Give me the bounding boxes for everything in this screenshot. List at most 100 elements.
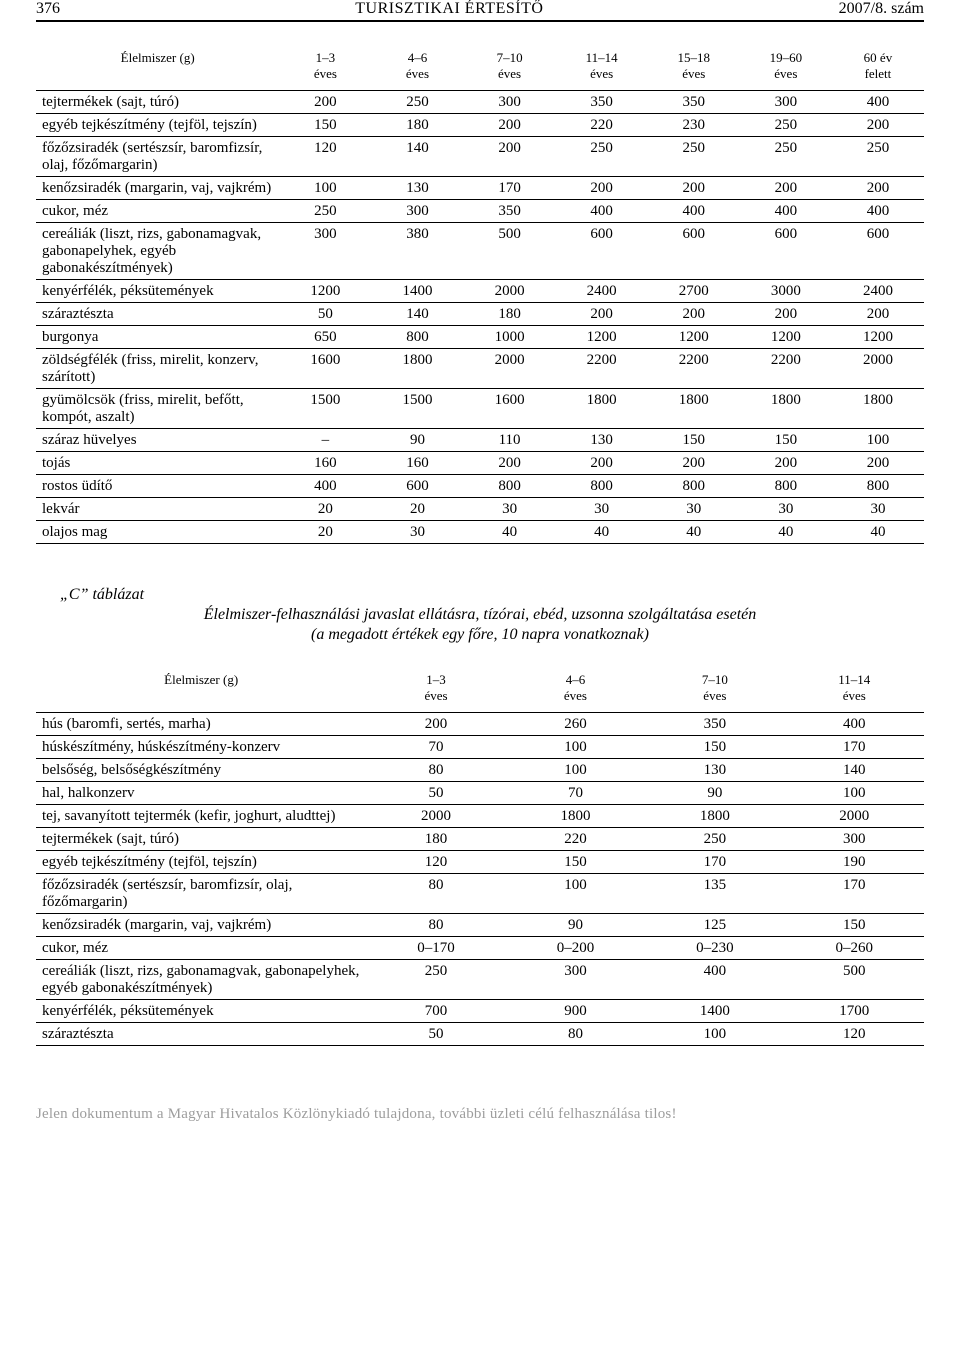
row-label: száraz hüvelyes [36,429,279,452]
row-label: olajos mag [36,521,279,544]
row-value: 1800 [832,389,924,429]
table-column-head: 15–18éves [648,40,740,91]
row-value: 3000 [740,280,832,303]
row-value: 180 [366,828,505,851]
section-label: „C” táblázat [36,586,924,604]
row-value: 220 [506,828,645,851]
row-value: 900 [506,1000,645,1023]
row-value: 250 [645,828,784,851]
row-value: 150 [740,429,832,452]
table-row: kenyérfélék, péksütemények12001400200024… [36,280,924,303]
table-column-head: 7–10éves [464,40,556,91]
table-column-head: 1–3éves [366,662,505,713]
table-column-head: 4–6éves [371,40,463,91]
table-row: egyéb tejkészítmény (tejföl, tejszín)150… [36,114,924,137]
footer-note: Jelen dokumentum a Magyar Hivatalos Közl… [36,1106,924,1123]
row-label: egyéb tejkészítmény (tejföl, tejszín) [36,851,366,874]
row-value: 400 [648,200,740,223]
page-issue: 2007/8. szám [839,0,924,18]
table-column-head: 11–14éves [785,662,924,713]
table-label-head: Élelmiszer (g) [36,662,366,713]
row-label: zöldségfélék (friss, mirelit, konzerv, s… [36,349,279,389]
row-value: 100 [785,782,924,805]
table-label-head: Élelmiszer (g) [36,40,279,91]
row-value: 200 [832,177,924,200]
table-row: lekvár20203030303030 [36,498,924,521]
row-label: gyümölcsök (friss, mirelit, befőtt, komp… [36,389,279,429]
row-value: 130 [371,177,463,200]
row-value: 40 [832,521,924,544]
table-row: gyümölcsök (friss, mirelit, befőtt, komp… [36,389,924,429]
row-value: 300 [506,960,645,1000]
row-value: 2700 [648,280,740,303]
row-value: 200 [464,452,556,475]
row-value: 1500 [371,389,463,429]
row-value: 1400 [645,1000,784,1023]
row-label: tejtermékek (sajt, túró) [36,91,279,114]
row-value: 120 [279,137,371,177]
row-label: tej, savanyított tejtermék (kefir, joghu… [36,805,366,828]
table-row: belsőség, belsőségkészítmény80100130140 [36,759,924,782]
row-value: 200 [279,91,371,114]
section-sub: (a megadott értékek egy főre, 10 napra v… [36,626,924,644]
row-value: 150 [648,429,740,452]
row-value: 380 [371,223,463,280]
row-value: 600 [556,223,648,280]
row-value: 1200 [740,326,832,349]
row-value: 1800 [506,805,645,828]
row-value: 40 [648,521,740,544]
row-value: 0–170 [366,937,505,960]
row-value: 180 [464,303,556,326]
row-value: 50 [279,303,371,326]
row-value: 200 [832,114,924,137]
row-value: 200 [740,177,832,200]
row-value: 300 [371,200,463,223]
row-value: 150 [506,851,645,874]
row-value: 1000 [464,326,556,349]
row-value: 135 [645,874,784,914]
row-value: 250 [279,200,371,223]
row-label: kenyérfélék, péksütemények [36,1000,366,1023]
row-value: 350 [464,200,556,223]
table-row: cukor, méz0–1700–2000–2300–260 [36,937,924,960]
row-label: tejtermékek (sajt, túró) [36,828,366,851]
row-label: rostos üdítő [36,475,279,498]
row-value: 200 [464,114,556,137]
row-label: belsőség, belsőségkészítmény [36,759,366,782]
row-value: 150 [645,736,784,759]
row-value: 260 [506,713,645,736]
row-value: 250 [371,91,463,114]
table-c: Élelmiszer (g)1–3éves4–6éves7–10éves11–1… [36,662,924,1046]
row-label: kenőzsiradék (margarin, vaj, vajkrém) [36,914,366,937]
row-value: 100 [506,874,645,914]
row-value: 0–230 [645,937,784,960]
row-value: 2000 [366,805,505,828]
row-value: 800 [740,475,832,498]
table-row: burgonya65080010001200120012001200 [36,326,924,349]
row-value: 125 [645,914,784,937]
row-label: hús (baromfi, sertés, marha) [36,713,366,736]
row-value: 600 [832,223,924,280]
row-value: 50 [366,1023,505,1046]
table-row: cereáliák (liszt, rizs, gabonamagvak, ga… [36,223,924,280]
table-row: olajos mag20304040404040 [36,521,924,544]
table-row: száraz hüvelyes–90110130150150100 [36,429,924,452]
row-value: 400 [645,960,784,1000]
row-value: 1600 [279,349,371,389]
page: 376 TURISZTIKAI ÉRTESÍTŐ 2007/8. szám Él… [0,0,960,1163]
table-row: száraztészta5080100120 [36,1023,924,1046]
table-row: tejtermékek (sajt, túró)180220250300 [36,828,924,851]
row-value: 170 [785,736,924,759]
table-column-head: 11–14éves [556,40,648,91]
row-value: 190 [785,851,924,874]
row-value: 20 [279,521,371,544]
row-value: 30 [832,498,924,521]
table-row: tej, savanyított tejtermék (kefir, joghu… [36,805,924,828]
table-row: rostos üdítő400600800800800800800 [36,475,924,498]
table-row: cukor, méz250300350400400400400 [36,200,924,223]
row-value: 180 [371,114,463,137]
row-value: 1800 [371,349,463,389]
row-value: 300 [740,91,832,114]
row-value: 800 [648,475,740,498]
row-value: 200 [832,452,924,475]
